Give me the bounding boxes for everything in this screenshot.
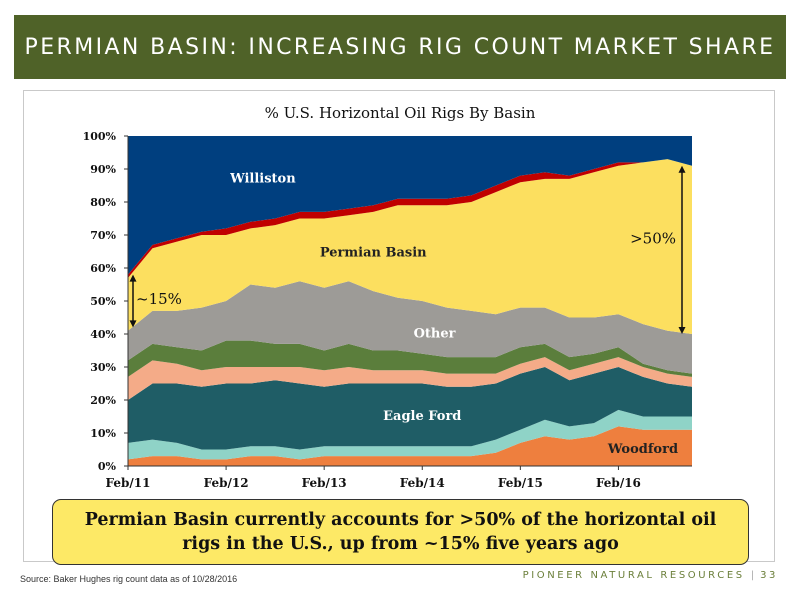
series-area-permian-basin xyxy=(128,159,692,334)
series-area-williston xyxy=(128,136,692,275)
footer-separator: | xyxy=(750,570,755,581)
annotation-label: ~15% xyxy=(136,290,182,308)
y-tick-label: 90% xyxy=(90,163,116,176)
x-tick-label: Feb/12 xyxy=(204,476,249,490)
annotation-arrowhead xyxy=(678,327,686,334)
series-area-4 xyxy=(128,340,692,377)
series-label-permian-basin: Permian Basin xyxy=(320,246,427,261)
x-tick-label: Feb/13 xyxy=(302,476,347,490)
y-tick-label: 40% xyxy=(90,328,116,341)
y-tick-label: 50% xyxy=(90,295,116,308)
series-area-eagle-ford xyxy=(128,367,692,450)
y-tick-label: 60% xyxy=(90,262,116,275)
footer-brand: PIONEER NATURAL RESOURCES | 33 xyxy=(523,570,778,581)
page-number: 33 xyxy=(760,570,778,581)
annotation-arrowhead xyxy=(129,274,137,282)
y-tick-label: 70% xyxy=(90,229,116,242)
chart-title: % U.S. Horizontal Oil Rigs By Basin xyxy=(265,104,536,122)
series-area-3 xyxy=(128,357,692,400)
annotation-label: >50% xyxy=(630,229,676,247)
series-area-1 xyxy=(128,409,692,460)
series-label-woodford: Woodford xyxy=(607,442,678,457)
brand-name: PIONEER NATURAL RESOURCES xyxy=(522,570,745,581)
x-tick-label: Feb/15 xyxy=(498,476,543,490)
annotation-arrowhead xyxy=(678,165,686,173)
callout-box: Permian Basin currently accounts for >50… xyxy=(52,499,749,565)
page-title: PERMIAN BASIN: INCREASING RIG COUNT MARK… xyxy=(24,34,776,60)
series-area-other xyxy=(128,281,692,374)
source-note: Source: Baker Hughes rig count data as o… xyxy=(20,574,238,584)
title-banner: PERMIAN BASIN: INCREASING RIG COUNT MARK… xyxy=(14,15,786,79)
y-tick-label: 20% xyxy=(90,394,116,407)
y-tick-label: 100% xyxy=(83,130,117,143)
x-tick-label: Feb/16 xyxy=(596,476,641,490)
annotation-arrowhead xyxy=(129,320,137,328)
series-label-williston: Williston xyxy=(229,171,296,186)
y-tick-label: 80% xyxy=(90,196,116,209)
x-tick-label: Feb/11 xyxy=(106,476,151,490)
series-label-eagle-ford: Eagle Ford xyxy=(383,409,461,424)
series-label-other: Other xyxy=(414,326,456,341)
y-tick-label: 0% xyxy=(98,460,117,473)
y-tick-label: 30% xyxy=(90,361,116,374)
x-tick-label: Feb/14 xyxy=(400,476,445,490)
y-tick-label: 10% xyxy=(90,427,116,440)
